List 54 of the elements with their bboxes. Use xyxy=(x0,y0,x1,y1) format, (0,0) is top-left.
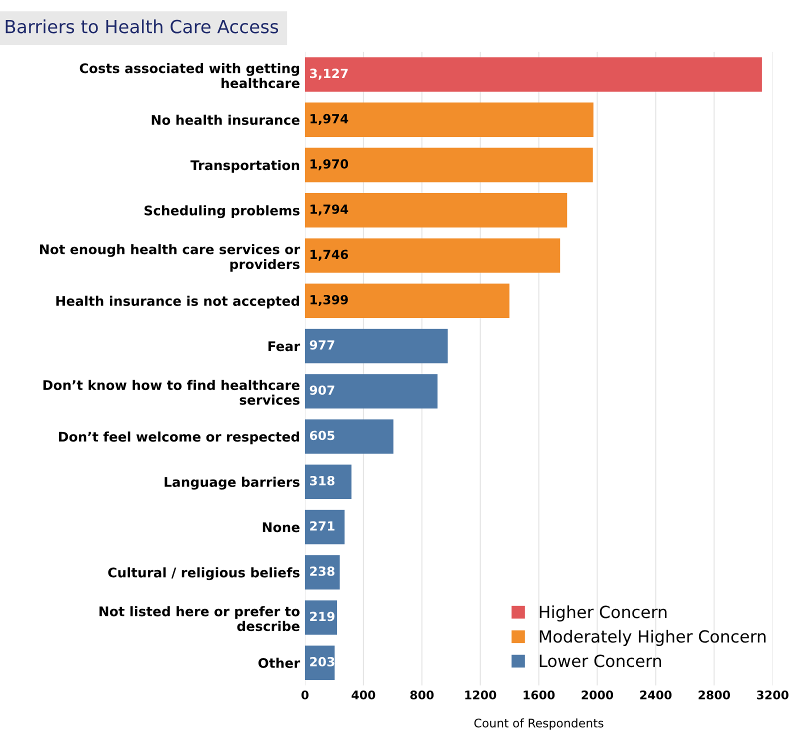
data-label: 203 xyxy=(310,656,334,666)
data-label: 1,794 xyxy=(310,204,348,216)
legend-label: Higher Concern xyxy=(540,605,666,622)
bar xyxy=(304,193,568,228)
bar xyxy=(304,374,438,408)
y-tick-label: Transportation xyxy=(190,160,300,173)
data-label: 318 xyxy=(310,476,334,486)
y-tick-label: None xyxy=(262,522,300,532)
x-tick-label: 0 xyxy=(301,690,309,700)
x-tick-label: 2400 xyxy=(640,690,672,700)
y-tick-label: Don’t feel welcome or respected xyxy=(59,432,300,444)
bar xyxy=(304,102,594,137)
data-label: 1,974 xyxy=(310,114,348,125)
y-tick-label: Not listed here or prefer to describe xyxy=(100,606,300,632)
bar xyxy=(304,419,394,454)
x-tick-label: 2800 xyxy=(698,690,730,700)
bar xyxy=(304,57,762,92)
y-tick-label: Scheduling problems xyxy=(144,205,300,218)
data-label: 219 xyxy=(310,612,334,622)
x-tick-label: 1200 xyxy=(465,690,496,700)
y-tick-label: Cultural / religious beliefs xyxy=(108,567,300,580)
x-tick-label: 400 xyxy=(352,690,376,700)
data-label: 1,399 xyxy=(310,294,348,306)
y-tick-label: Fear xyxy=(268,341,300,352)
y-tick-label: Health insurance is not accepted xyxy=(56,296,300,309)
data-label: 1,970 xyxy=(310,159,348,170)
data-label: 3,127 xyxy=(310,68,348,80)
bar xyxy=(304,238,560,273)
y-tick-label: Not enough health care services or providers xyxy=(40,244,300,272)
legend-label: Lower Concern xyxy=(540,654,661,668)
x-tick-label: 3200 xyxy=(756,690,788,700)
y-tick-label: Don’t know how to find healthcare services xyxy=(43,380,300,405)
x-tick-label: 2000 xyxy=(582,690,614,700)
x-tick-label: 1600 xyxy=(524,690,555,700)
y-tick-label: Other xyxy=(258,658,300,668)
data-label: 271 xyxy=(310,521,334,530)
y-tick-label: No health insurance xyxy=(152,114,300,125)
data-label: 238 xyxy=(310,566,334,576)
bar xyxy=(304,510,345,544)
y-tick-label: Language barriers xyxy=(164,476,300,490)
data-label: 605 xyxy=(310,430,334,440)
bar xyxy=(304,284,510,318)
data-label: 977 xyxy=(310,340,334,350)
bar xyxy=(304,148,593,182)
bar xyxy=(304,464,352,499)
legend-label: Moderately Higher Concern xyxy=(540,630,766,646)
data-label: 907 xyxy=(310,385,334,395)
x-tick-label: 800 xyxy=(410,690,434,700)
y-tick-label: Costs associated with getting healthcare xyxy=(80,63,300,88)
bar xyxy=(304,555,340,590)
data-label: 1,746 xyxy=(310,250,348,261)
text: Barriers to Health Care Access xyxy=(6,19,278,34)
bar xyxy=(304,328,448,364)
x-axis-title: Count of Respondents xyxy=(474,718,604,730)
